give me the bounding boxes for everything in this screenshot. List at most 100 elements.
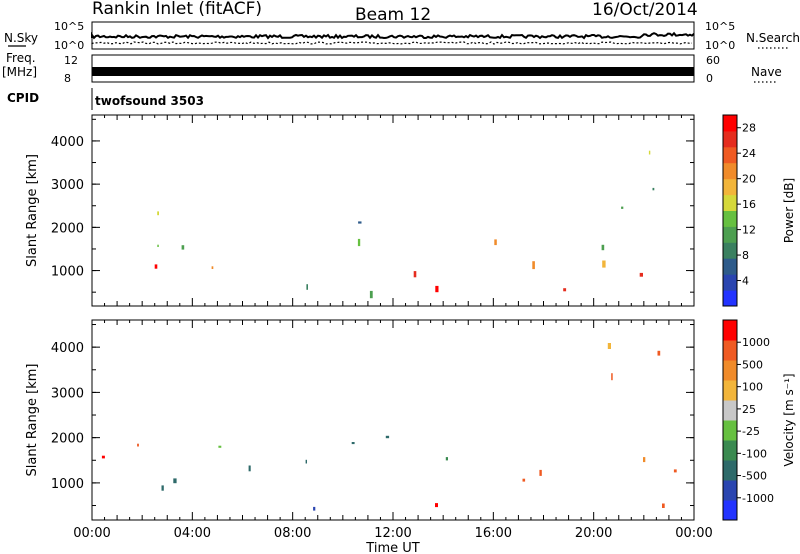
- colorbar-tick-label: 28: [742, 122, 756, 135]
- heatmap-cells: [101, 343, 677, 511]
- heatmap-cell: [181, 245, 185, 250]
- heatmap-cell: [313, 506, 316, 511]
- nave-tick-top: 60: [706, 54, 720, 67]
- heatmap-cell: [173, 478, 177, 484]
- colorbar-tick-label: 8: [742, 249, 749, 262]
- colorbar-swatch: [723, 226, 737, 243]
- colorbar-swatch: [723, 115, 737, 132]
- heatmap-cell: [305, 459, 307, 464]
- colorbar-swatch: [723, 210, 737, 227]
- nsky-strip: N.Sky 10^5 10^0 10^5 10^0 N.Search: [4, 20, 800, 52]
- colorbar-swatch: [723, 162, 737, 180]
- y-tick-label: 4000: [51, 341, 84, 356]
- colorbar: 1000 500 100 25 -25 -100 -500 -1000 Velocity [m …: [722, 319, 796, 521]
- heatmap-cell: [218, 445, 222, 448]
- x-tick-label: 16:00: [475, 526, 512, 541]
- heatmap-cell: [494, 239, 497, 246]
- heatmap-cell: [157, 211, 159, 216]
- heatmap-cell: [248, 465, 251, 472]
- colorbar-label: Power [dB]: [782, 178, 796, 243]
- nave-tick-bottom: 0: [706, 72, 713, 85]
- heatmap-cell: [563, 288, 567, 292]
- heatmap-cell: [435, 285, 439, 293]
- heatmap-cell: [639, 272, 643, 277]
- heatmap-cell: [137, 443, 139, 447]
- heatmap-cell: [607, 343, 611, 349]
- colorbar-swatch: [723, 360, 737, 381]
- x-axis-label: Time UT: [365, 541, 419, 554]
- colorbar-tick-label: 100: [742, 381, 763, 394]
- beam-title: Beam 12: [355, 5, 431, 25]
- colorbar-tick-label: 16: [742, 198, 756, 211]
- heatmap-cell: [357, 238, 361, 247]
- heatmap-cell: [601, 244, 605, 251]
- y-tick-label: 2000: [51, 432, 84, 447]
- nsky-tick-top: 10^5: [54, 20, 84, 33]
- heatmap-cell: [358, 221, 362, 224]
- date-title: 16/Oct/2014: [592, 0, 698, 20]
- heatmap-cell: [445, 457, 448, 461]
- y-tick-label: 1000: [51, 477, 84, 492]
- x-tick-label: 00:00: [73, 526, 110, 541]
- colorbar-swatch: [723, 130, 737, 148]
- nsky-tick-bottom: 10^0: [54, 39, 84, 52]
- heatmap-cell: [157, 244, 159, 247]
- nsky-label: N.Sky: [4, 31, 38, 45]
- colorbar-swatch: [723, 340, 737, 361]
- freq-strip: Freq. [MHz] 12 8 60 0 Nave: [2, 51, 782, 85]
- panel-frame: [91, 319, 695, 521]
- y-tick-label: 2000: [51, 221, 84, 236]
- colorbar-tick-label: -100: [742, 447, 767, 460]
- colorbar-tick-label: 25: [742, 403, 756, 416]
- velocity-panel: 4000 3000 2000 1000 00:00 04:00 08:00 12:00 16:0…: [25, 319, 796, 541]
- nsearch-label: N.Search: [746, 31, 800, 45]
- colorbar-swatch: [723, 194, 737, 211]
- heatmap-cell: [621, 206, 624, 209]
- heatmap-cell: [522, 478, 526, 482]
- heatmap-cell: [413, 271, 417, 278]
- heatmap-cell: [532, 261, 535, 270]
- x-tick-label: 00:00: [675, 526, 712, 541]
- nsearch-tick-bottom: 10^0: [705, 39, 735, 52]
- nave-label: Nave: [751, 65, 782, 79]
- colorbar-label: Velocity [m s⁻¹]: [782, 373, 796, 466]
- colorbar-frame: [722, 114, 738, 307]
- heatmap-cell: [101, 455, 105, 459]
- colorbar-tick-label: -25: [742, 425, 760, 438]
- colorbar: 28 24 20 16 12 8 4 Power [dB]: [722, 114, 796, 307]
- nsearch-tick-top: 10^5: [705, 20, 735, 33]
- heatmap-cell: [602, 260, 606, 268]
- freq-unit-label: [MHz]: [2, 65, 37, 79]
- colorbar-swatch: [723, 440, 737, 461]
- heatmap-cell: [435, 503, 438, 508]
- colorbar-swatch: [723, 178, 737, 196]
- colorbar-tick-label: 1000: [742, 336, 770, 349]
- heatmap-cell: [161, 485, 164, 491]
- freq-trace: [92, 67, 694, 76]
- freq-band: [92, 67, 694, 76]
- colorbar-tick-label: 20: [742, 173, 756, 186]
- y-axis-label: Slant Range [km]: [25, 364, 40, 477]
- heatmap-cell: [648, 150, 651, 155]
- heatmap-cell: [154, 264, 158, 269]
- colorbar-tick-label: 12: [742, 224, 756, 237]
- cpid-value: twofsound 3503: [95, 94, 204, 108]
- colorbar-frame: [722, 319, 738, 521]
- heatmap-cells: [154, 150, 655, 299]
- colorbar-swatch: [723, 290, 737, 307]
- heatmap-cell: [211, 266, 214, 269]
- power-panel: 4000 3000 2000 1000 Slant Range [km] 28 24 20 16…: [25, 114, 796, 307]
- y-tick-label: 3000: [51, 386, 84, 401]
- freq-tick-top: 12: [64, 54, 78, 67]
- colorbar-tick-label: -500: [742, 470, 767, 483]
- colorbar-swatch: [723, 258, 737, 275]
- colorbar-swatch: [723, 242, 737, 259]
- colorbar-swatch: [723, 500, 737, 521]
- colorbar-swatch: [723, 420, 737, 441]
- colorbar-swatch: [723, 400, 737, 421]
- freq-label: Freq.: [6, 51, 36, 65]
- heatmap-cell: [662, 503, 665, 508]
- panel-frame: [91, 114, 695, 307]
- colorbar-swatch: [723, 320, 737, 341]
